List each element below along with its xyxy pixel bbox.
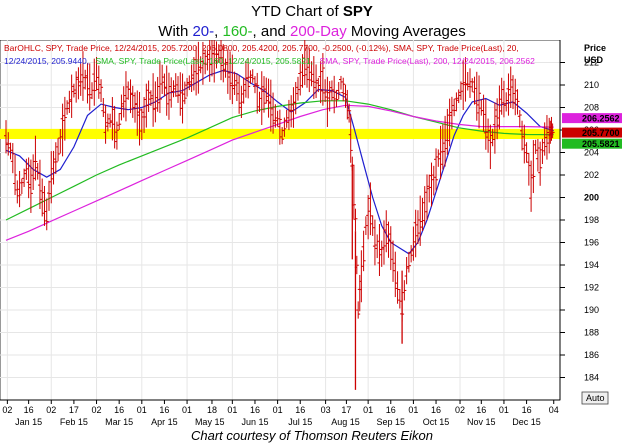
x-tick-label: 01 <box>408 405 418 415</box>
x-month-label: Jan 15 <box>15 417 42 427</box>
x-month-label: Feb 15 <box>60 417 88 427</box>
price-tag: 205.7700 <box>562 127 622 138</box>
x-tick-label: 16 <box>431 405 441 415</box>
x-month-label: May 15 <box>195 417 225 427</box>
price-tag-bg <box>562 138 622 149</box>
x-month-label: Jul 15 <box>288 417 312 427</box>
auto-scale-button[interactable] <box>581 391 609 405</box>
x-tick-label: 16 <box>159 405 169 415</box>
price-tag-bg <box>562 113 622 124</box>
x-tick-label: 02 <box>46 405 56 415</box>
title-160-day: 160- <box>222 23 253 40</box>
x-month-label: Aug 15 <box>331 417 360 427</box>
title-200-day: 200-Day <box>290 23 347 40</box>
price-bars <box>4 40 555 390</box>
x-month-label: Mar 15 <box>105 417 133 427</box>
x-month-label: Apr 15 <box>151 417 178 427</box>
y-tick-label: 204 <box>584 148 599 158</box>
y-tick-label: 208 <box>584 103 599 113</box>
x-month-label: Jun 15 <box>241 417 268 427</box>
price-tag-label: 205.7700 <box>582 128 620 138</box>
x-tick-label: 16 <box>386 405 396 415</box>
y-axis-header-price: Price <box>584 43 606 53</box>
price-tag: 206.2562 <box>562 113 622 124</box>
y-axis-header-usd: USD <box>584 55 604 65</box>
x-tick-label: 17 <box>69 405 79 415</box>
y-tick-label: 200 <box>584 193 599 203</box>
x-tick-label: 17 <box>341 405 351 415</box>
legend-line-2: 12/24/2015, 205.9440, SMA, SPY, Trade Pr… <box>4 56 535 66</box>
x-tick-label: 01 <box>273 405 283 415</box>
x-tick-label: 01 <box>137 405 147 415</box>
y-tick-label: 202 <box>584 170 599 180</box>
title-20-day: 20- <box>192 23 215 40</box>
auto-scale-label: Auto <box>586 393 605 403</box>
ticker-label: SPY <box>342 3 373 20</box>
legend-sma160: SMA, SPY, Trade Price(Last), 160, 12/24/… <box>95 56 313 66</box>
price-tag-label: 206.2562 <box>582 114 620 124</box>
x-tick-label: 01 <box>363 405 373 415</box>
legend-line-1: BarOHLC, SPY, Trade Price, 12/24/2015, 2… <box>4 43 519 53</box>
y-tick-label: 198 <box>584 215 599 225</box>
price-chart: BarOHLC, SPY, Trade Price, 12/24/2015, 2… <box>0 40 622 427</box>
y-tick-label: 196 <box>584 238 599 248</box>
y-tick-label: 192 <box>584 283 599 293</box>
y-tick-label: 188 <box>584 328 599 338</box>
y-tick-label: 194 <box>584 260 599 270</box>
y-tick-label: 186 <box>584 350 599 360</box>
x-tick-label: 16 <box>522 405 532 415</box>
x-tick-label: 01 <box>499 405 509 415</box>
title-line-1: YTD Chart of SPY <box>251 3 373 20</box>
chart-caption: Chart courtesy of Thomson Reuters Eikon <box>190 428 434 443</box>
x-tick-label: 16 <box>24 405 34 415</box>
x-tick-label: 18 <box>207 405 217 415</box>
y-tick-label: 210 <box>584 80 599 90</box>
x-tick-label: 02 <box>455 405 465 415</box>
y-tick-label: 212 <box>584 58 599 68</box>
series-line-sma20 <box>5 69 554 255</box>
x-tick-label: 02 <box>92 405 102 415</box>
title-line-2: With 20-, 160-, and 200-Day Moving Avera… <box>158 23 466 40</box>
x-tick-label: 16 <box>114 405 124 415</box>
price-tag-bg <box>562 127 622 138</box>
x-tick-label: 16 <box>295 405 305 415</box>
legend: BarOHLC, SPY, Trade Price, 12/24/2015, 2… <box>4 43 535 66</box>
x-month-label: Dec 15 <box>512 417 541 427</box>
x-tick-label: 01 <box>227 405 237 415</box>
x-tick-label: 01 <box>182 405 192 415</box>
x-tick-label: 04 <box>549 405 559 415</box>
price-tag: 205.5821 <box>562 138 622 149</box>
x-tick-label: 16 <box>250 405 260 415</box>
price-tag-label: 205.5821 <box>582 139 620 149</box>
y-tick-label: 190 <box>584 305 599 315</box>
x-axis: 02 16 02 17 02 16 01 16 01 18 01 16 01 16 03 17 01 16 01 16… <box>0 399 560 427</box>
x-tick-label: 16 <box>476 405 486 415</box>
x-tick-label: 02 <box>2 405 12 415</box>
y-axis: Price USD 184 186 188 190 192 194 196 198 200 202… <box>559 40 622 400</box>
x-month-label: Sep 15 <box>377 417 406 427</box>
x-month-label: Oct 15 <box>423 417 450 427</box>
legend-sma200: SMA, SPY, Trade Price(Last), 200, 12/24/… <box>320 56 536 66</box>
series-line-sma160 <box>5 100 554 221</box>
x-tick-label: 03 <box>321 405 331 415</box>
legend-sma20: 12/24/2015, 205.9440, <box>4 56 89 66</box>
x-month-label: Nov 15 <box>467 417 496 427</box>
chart-title: YTD Chart of SPY With 20-, 160-, and 200… <box>0 2 624 42</box>
y-tick-label: 184 <box>584 373 599 383</box>
